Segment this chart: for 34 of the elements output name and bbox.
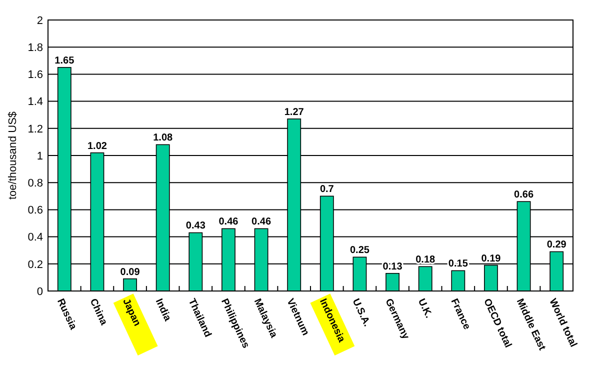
data-label: 0.43 <box>186 220 206 232</box>
y-tick-label: 2 <box>36 14 43 27</box>
x-tick-label: U.S.A. <box>350 297 372 329</box>
x-tick-label: India <box>152 297 173 324</box>
data-label: 0.29 <box>546 240 567 251</box>
x-tick-label: U.K. <box>415 297 434 320</box>
data-label: 1.27 <box>284 106 304 118</box>
data-label: 1.08 <box>153 132 174 144</box>
y-tick-label: 0.2 <box>28 258 43 271</box>
x-tick-label: Middle East <box>514 297 548 353</box>
y-tick-label: 1.8 <box>28 42 43 54</box>
y-tick-label: 0.4 <box>28 232 43 244</box>
data-label: 0.19 <box>481 253 502 264</box>
y-axis-title: toe/thousand US$ <box>7 111 19 200</box>
data-label: 1.65 <box>54 55 75 66</box>
y-tick-label: 1.6 <box>28 69 43 82</box>
x-tick-label: Japan <box>120 297 142 328</box>
y-tick-label: 1.2 <box>28 123 43 136</box>
x-tick-label: China <box>87 297 110 328</box>
data-label: 1.02 <box>87 140 108 152</box>
data-label: 0.66 <box>514 190 534 201</box>
data-label: 0.18 <box>416 254 436 266</box>
y-tick-label: 0.8 <box>28 177 43 190</box>
data-label: 0.13 <box>382 261 403 272</box>
data-label: 0.25 <box>350 245 370 256</box>
y-tick-label: 1.4 <box>28 96 43 108</box>
data-label: 0.7 <box>320 184 334 196</box>
y-tick-label: 0 <box>36 286 43 298</box>
data-label: 0.46 <box>218 216 239 228</box>
y-tick-label: 1 <box>36 150 43 162</box>
data-label: 0.09 <box>120 266 140 278</box>
data-label: 0.46 <box>252 216 272 228</box>
x-tick-label: OECD total <box>481 297 514 350</box>
y-tick-label: 0.6 <box>28 204 43 217</box>
